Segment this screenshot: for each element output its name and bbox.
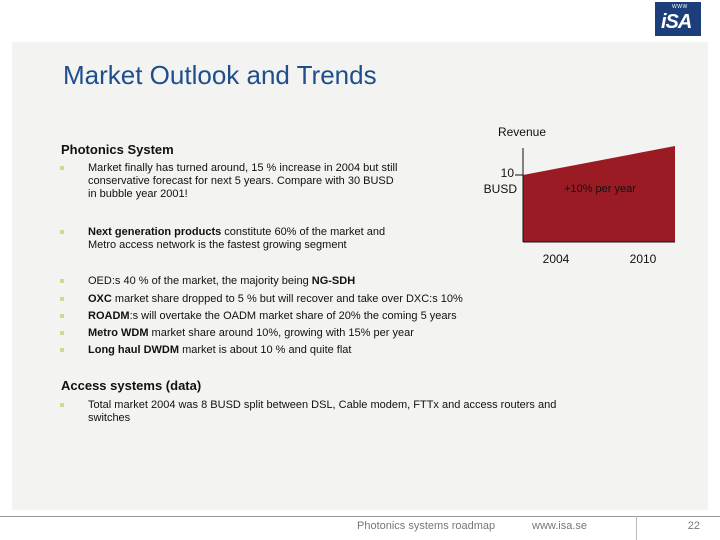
photonics-bullet-5: ROADM:s will overtake the OADM market sh… — [88, 310, 508, 323]
bullet-text-bold: Metro WDM — [88, 327, 149, 339]
y-tick-label: 10 — [501, 166, 515, 180]
bullet-marker — [60, 348, 64, 352]
photonics-bullet-1: Market finally has turned around, 15 % i… — [88, 162, 398, 201]
bullet-text-bold: OXC — [88, 293, 112, 305]
x-tick-label-2010: 2010 — [630, 252, 657, 266]
bullet-marker — [60, 314, 64, 318]
revenue-chart: Revenue 10 BUSD +10% per year 2004 2010 — [484, 125, 675, 266]
photonics-bullet-4: OXC market share dropped to 5 % but will… — [88, 293, 508, 306]
bullet-text: constitute 60% of the market and Metro a… — [88, 226, 386, 251]
photonics-bullet-7: Long haul DWDM market is about 10 % and … — [88, 344, 508, 357]
revenue-area — [523, 146, 675, 242]
y-unit-label: BUSD — [484, 182, 518, 196]
bullet-text-bold: ROADM — [88, 310, 130, 322]
bullet-text: :s will overtake the OADM market share o… — [129, 310, 457, 322]
access-heading: Access systems (data) — [61, 378, 202, 393]
photonics-heading: Photonics System — [61, 142, 174, 157]
bullet-marker — [60, 297, 64, 301]
bullet-text: Total market 2004 was 8 BUSD split betwe… — [88, 399, 557, 424]
isa-logo[interactable]: WWW iSA — [655, 2, 701, 36]
access-bullet-1: Total market 2004 was 8 BUSD split betwe… — [88, 399, 588, 425]
bullet-text: market share around 10%, growing with 15… — [148, 327, 414, 339]
photonics-bullet-2: Next generation products constitute 60% … — [88, 226, 403, 252]
page-number: 22 — [687, 520, 700, 532]
growth-annotation: +10% per year — [564, 183, 636, 195]
x-tick-label-2004: 2004 — [543, 252, 570, 266]
bullet-text-bold: NG-SDH — [311, 275, 356, 287]
photonics-bullet-3: OED:s 40 % of the market, the majority b… — [88, 275, 508, 288]
footer-url[interactable]: www.isa.se — [532, 520, 588, 532]
logo-small-text: WWW — [672, 4, 688, 10]
chart-title: Revenue — [498, 125, 546, 139]
page-title: Market Outlook and Trends — [63, 60, 377, 90]
bullet-marker — [60, 279, 64, 283]
bullet-marker — [60, 166, 64, 170]
footer-separator — [636, 516, 637, 540]
bullet-marker — [60, 403, 64, 407]
logo-main-text: iSA — [661, 11, 692, 33]
bullet-text: Market finally has turned around, 15 % i… — [88, 162, 398, 200]
content-panel — [12, 42, 708, 510]
bullet-text: market is about 10 % and quite flat — [179, 344, 352, 356]
bullet-text-bold: Long haul DWDM — [88, 344, 180, 356]
footer-divider — [0, 516, 720, 517]
bullet-text: market share dropped to 5 % but will rec… — [111, 293, 463, 305]
bullet-marker — [60, 331, 64, 335]
bullet-text: OED:s 40 % of the market, the majority b… — [88, 275, 312, 287]
footer-doc-title: Photonics systems roadmap — [357, 520, 496, 532]
bullet-text-bold: Next generation products — [88, 226, 222, 238]
bullet-marker — [60, 230, 64, 234]
photonics-bullet-6: Metro WDM market share around 10%, growi… — [88, 327, 508, 340]
